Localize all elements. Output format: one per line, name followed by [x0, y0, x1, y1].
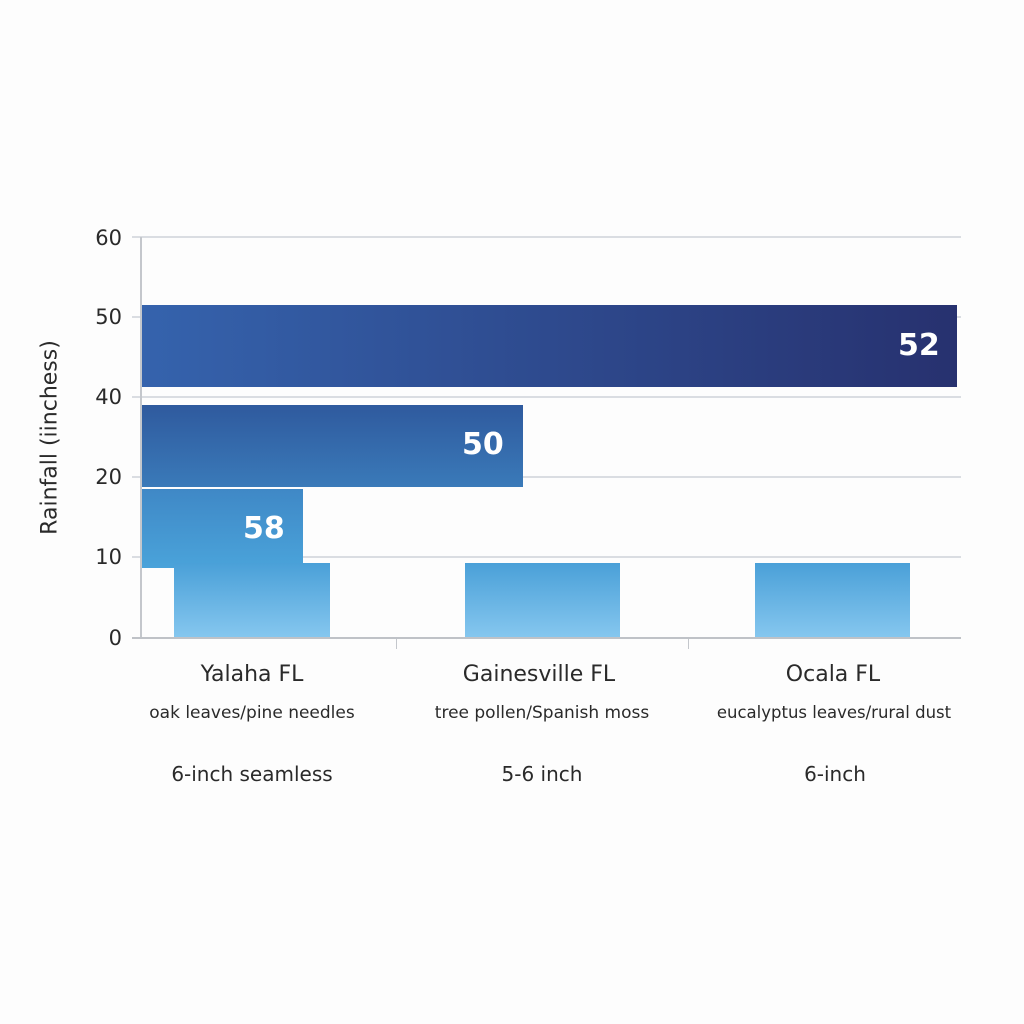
bar-ocala: [755, 563, 910, 638]
bar-52: [141, 305, 957, 387]
gridline-10: [132, 556, 961, 558]
bar-50: [141, 405, 523, 487]
y-tick-label: 40: [95, 385, 122, 409]
category-separator: [688, 639, 689, 649]
category-spec: 6-inch: [804, 762, 866, 786]
bar-gainesville: [465, 563, 620, 638]
category-label: Ocala FL: [785, 662, 881, 687]
y-axis-label: Rainfall (iinchess): [37, 340, 63, 535]
y-tick-label: 20: [95, 465, 122, 489]
category-separator: [396, 639, 397, 649]
y-tick-label: 0: [108, 626, 122, 650]
category-subtitle: eucalyptus leaves/rural dust: [716, 703, 952, 722]
gridline-40: [132, 396, 961, 398]
y-tick-label: 60: [95, 226, 122, 250]
category-subtitle: oak leaves/pine needles: [149, 703, 355, 723]
category-subtitle: tree pollen/Spanish moss: [434, 703, 650, 723]
y-tick-label: 10: [95, 545, 122, 569]
y-axis: [140, 237, 142, 639]
bar-58: [141, 489, 303, 568]
y-tick-label: 50: [95, 305, 122, 329]
data-label-50: 50: [462, 427, 504, 462]
category-label: Yalaha FL: [200, 662, 304, 687]
category-spec: 5-6 inch: [501, 762, 583, 786]
data-label-52: 52: [898, 328, 940, 363]
gridline-60: [132, 236, 961, 238]
data-label-58: 58: [243, 511, 285, 546]
x-axis: [132, 637, 961, 639]
category-label: Gainesville FL: [462, 662, 616, 687]
gridline-20: [132, 476, 961, 478]
bar-yalaha: [174, 563, 330, 638]
category-spec: 6-inch seamless: [171, 762, 333, 786]
